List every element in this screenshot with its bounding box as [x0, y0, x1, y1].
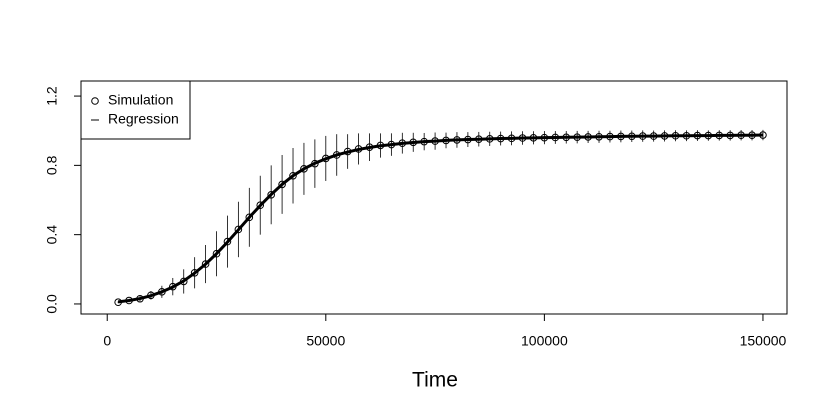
legend-box	[80, 80, 191, 140]
data-point	[289, 171, 297, 180]
data-point	[256, 201, 265, 210]
regression-line	[117, 133, 763, 304]
data-point	[190, 268, 199, 277]
x-tick-label: 150000	[740, 333, 787, 349]
x-tick-label: 50000	[306, 333, 345, 349]
y-tick-label: 1.2	[44, 86, 60, 106]
x-tick-label: 0	[103, 333, 111, 349]
data-point	[234, 225, 243, 234]
legend-marker	[91, 97, 99, 105]
legend-label: Regression	[108, 111, 179, 127]
data-point	[267, 191, 275, 199]
plot-frame	[80, 80, 788, 315]
data-point	[201, 260, 210, 268]
data-point	[278, 180, 286, 189]
y-tick-label: 0.4	[44, 225, 60, 245]
data-point	[223, 237, 232, 246]
x-axis-label: Time	[412, 369, 458, 392]
y-tick-label: 0.8	[44, 155, 60, 175]
data-point	[212, 249, 221, 258]
y-tick-label: 0.0	[44, 294, 60, 314]
data-point	[245, 213, 254, 222]
legend-label: Simulation	[108, 92, 173, 108]
x-tick-label: 100000	[521, 333, 568, 349]
